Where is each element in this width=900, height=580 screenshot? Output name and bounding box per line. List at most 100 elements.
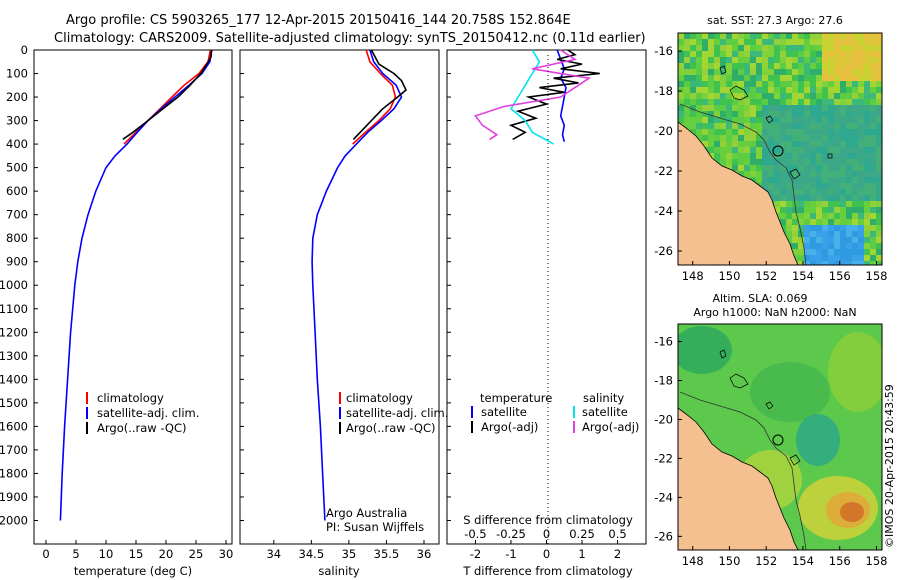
sst-cell bbox=[792, 171, 798, 177]
sst-cell bbox=[768, 33, 774, 39]
sst-cell bbox=[876, 39, 882, 45]
sst-cell bbox=[744, 117, 750, 123]
sst-cell bbox=[834, 63, 840, 69]
sst-cell bbox=[762, 171, 768, 177]
reef-outline bbox=[719, 65, 727, 75]
sst-cell bbox=[876, 75, 882, 81]
sst-cell bbox=[828, 201, 834, 207]
sst-cell bbox=[834, 33, 840, 39]
sst-cell bbox=[834, 195, 840, 201]
sst-cell bbox=[768, 189, 774, 195]
sst-cell bbox=[786, 123, 792, 129]
sst-cell bbox=[840, 249, 846, 255]
sst-cell bbox=[750, 177, 756, 183]
sst-cell bbox=[852, 123, 858, 129]
sst-cell bbox=[822, 75, 828, 81]
sst-cell bbox=[780, 87, 786, 93]
sst-cell bbox=[738, 129, 744, 135]
xtick-label: 35 bbox=[342, 547, 357, 561]
sst-cell bbox=[816, 69, 822, 75]
sst-cell bbox=[876, 231, 882, 237]
sst-cell bbox=[780, 159, 786, 165]
sst-cell bbox=[876, 123, 882, 129]
sst-cell bbox=[828, 153, 834, 159]
sst-cell bbox=[810, 213, 816, 219]
sst-cell bbox=[786, 63, 792, 69]
sst-cell bbox=[762, 165, 768, 171]
sst-cell bbox=[804, 225, 810, 231]
sst-cell bbox=[798, 123, 804, 129]
sst-cell bbox=[744, 93, 750, 99]
sst-cell bbox=[732, 141, 738, 147]
sla-patch bbox=[840, 502, 864, 522]
sst-cell bbox=[768, 93, 774, 99]
sst-cell bbox=[696, 129, 702, 135]
sst-cell bbox=[798, 117, 804, 123]
xtick-label: 0 bbox=[543, 547, 550, 561]
sst-cell bbox=[696, 81, 702, 87]
map-xtick-label: 150 bbox=[718, 554, 740, 568]
sst-cell bbox=[858, 243, 864, 249]
sst-cell bbox=[834, 69, 840, 75]
sst-cell bbox=[768, 105, 774, 111]
sst-cell bbox=[816, 225, 822, 231]
sst-cell bbox=[762, 129, 768, 135]
sst-cell bbox=[762, 135, 768, 141]
sst-cell bbox=[774, 147, 780, 153]
sst-cell bbox=[828, 33, 834, 39]
sst-cell bbox=[816, 231, 822, 237]
map-ytick-label: -16 bbox=[654, 44, 673, 58]
sst-cell bbox=[786, 183, 792, 189]
sst-cell bbox=[726, 147, 732, 153]
sst-cell bbox=[750, 57, 756, 63]
sst-cell bbox=[780, 141, 786, 147]
sst-cell bbox=[864, 93, 870, 99]
xtick-label: 20 bbox=[159, 547, 174, 561]
sst-cell bbox=[810, 105, 816, 111]
sst-cell bbox=[840, 171, 846, 177]
sst-cell bbox=[684, 75, 690, 81]
sst-cell bbox=[702, 123, 708, 129]
sst-cell bbox=[768, 135, 774, 141]
sst-cell bbox=[762, 183, 768, 189]
sst-cell bbox=[798, 177, 804, 183]
sst-cell bbox=[870, 129, 876, 135]
difference-panel bbox=[446, 49, 647, 545]
sst-cell bbox=[876, 51, 882, 57]
sst-cell bbox=[732, 99, 738, 105]
sst-cell bbox=[834, 57, 840, 63]
sst-cell bbox=[762, 105, 768, 111]
sst-cell bbox=[768, 129, 774, 135]
sst-cell bbox=[750, 105, 756, 111]
sst-cell bbox=[858, 201, 864, 207]
sst-cell bbox=[786, 159, 792, 165]
sst-cell bbox=[864, 213, 870, 219]
sst-cell bbox=[678, 111, 684, 117]
sla-map bbox=[678, 324, 882, 550]
sst-cell bbox=[846, 255, 852, 261]
ytick-label: 1200 bbox=[0, 325, 28, 339]
sst-cell bbox=[678, 39, 684, 45]
sst-cell bbox=[876, 81, 882, 87]
sst-cell bbox=[726, 75, 732, 81]
sst-cell bbox=[714, 135, 720, 141]
sst-cell bbox=[744, 159, 750, 165]
sst-cell bbox=[738, 57, 744, 63]
sst-cell bbox=[840, 183, 846, 189]
sst-cell bbox=[726, 141, 732, 147]
sst-cell bbox=[792, 81, 798, 87]
sst-cell bbox=[798, 249, 804, 255]
temperature-axes: 0100200300400500600700800900100011001200… bbox=[0, 43, 233, 561]
ytick-label: 600 bbox=[6, 184, 28, 198]
sst-cell bbox=[846, 111, 852, 117]
sst-cell bbox=[798, 51, 804, 57]
sst-cell bbox=[726, 51, 732, 57]
sst-cell bbox=[762, 159, 768, 165]
sst-cell bbox=[852, 111, 858, 117]
sst-cell bbox=[852, 87, 858, 93]
map-xtick-label: 154 bbox=[792, 554, 814, 568]
sst-cell bbox=[756, 69, 762, 75]
sst-cell bbox=[804, 231, 810, 237]
reef-outline bbox=[765, 115, 774, 124]
sst-cell bbox=[840, 93, 846, 99]
